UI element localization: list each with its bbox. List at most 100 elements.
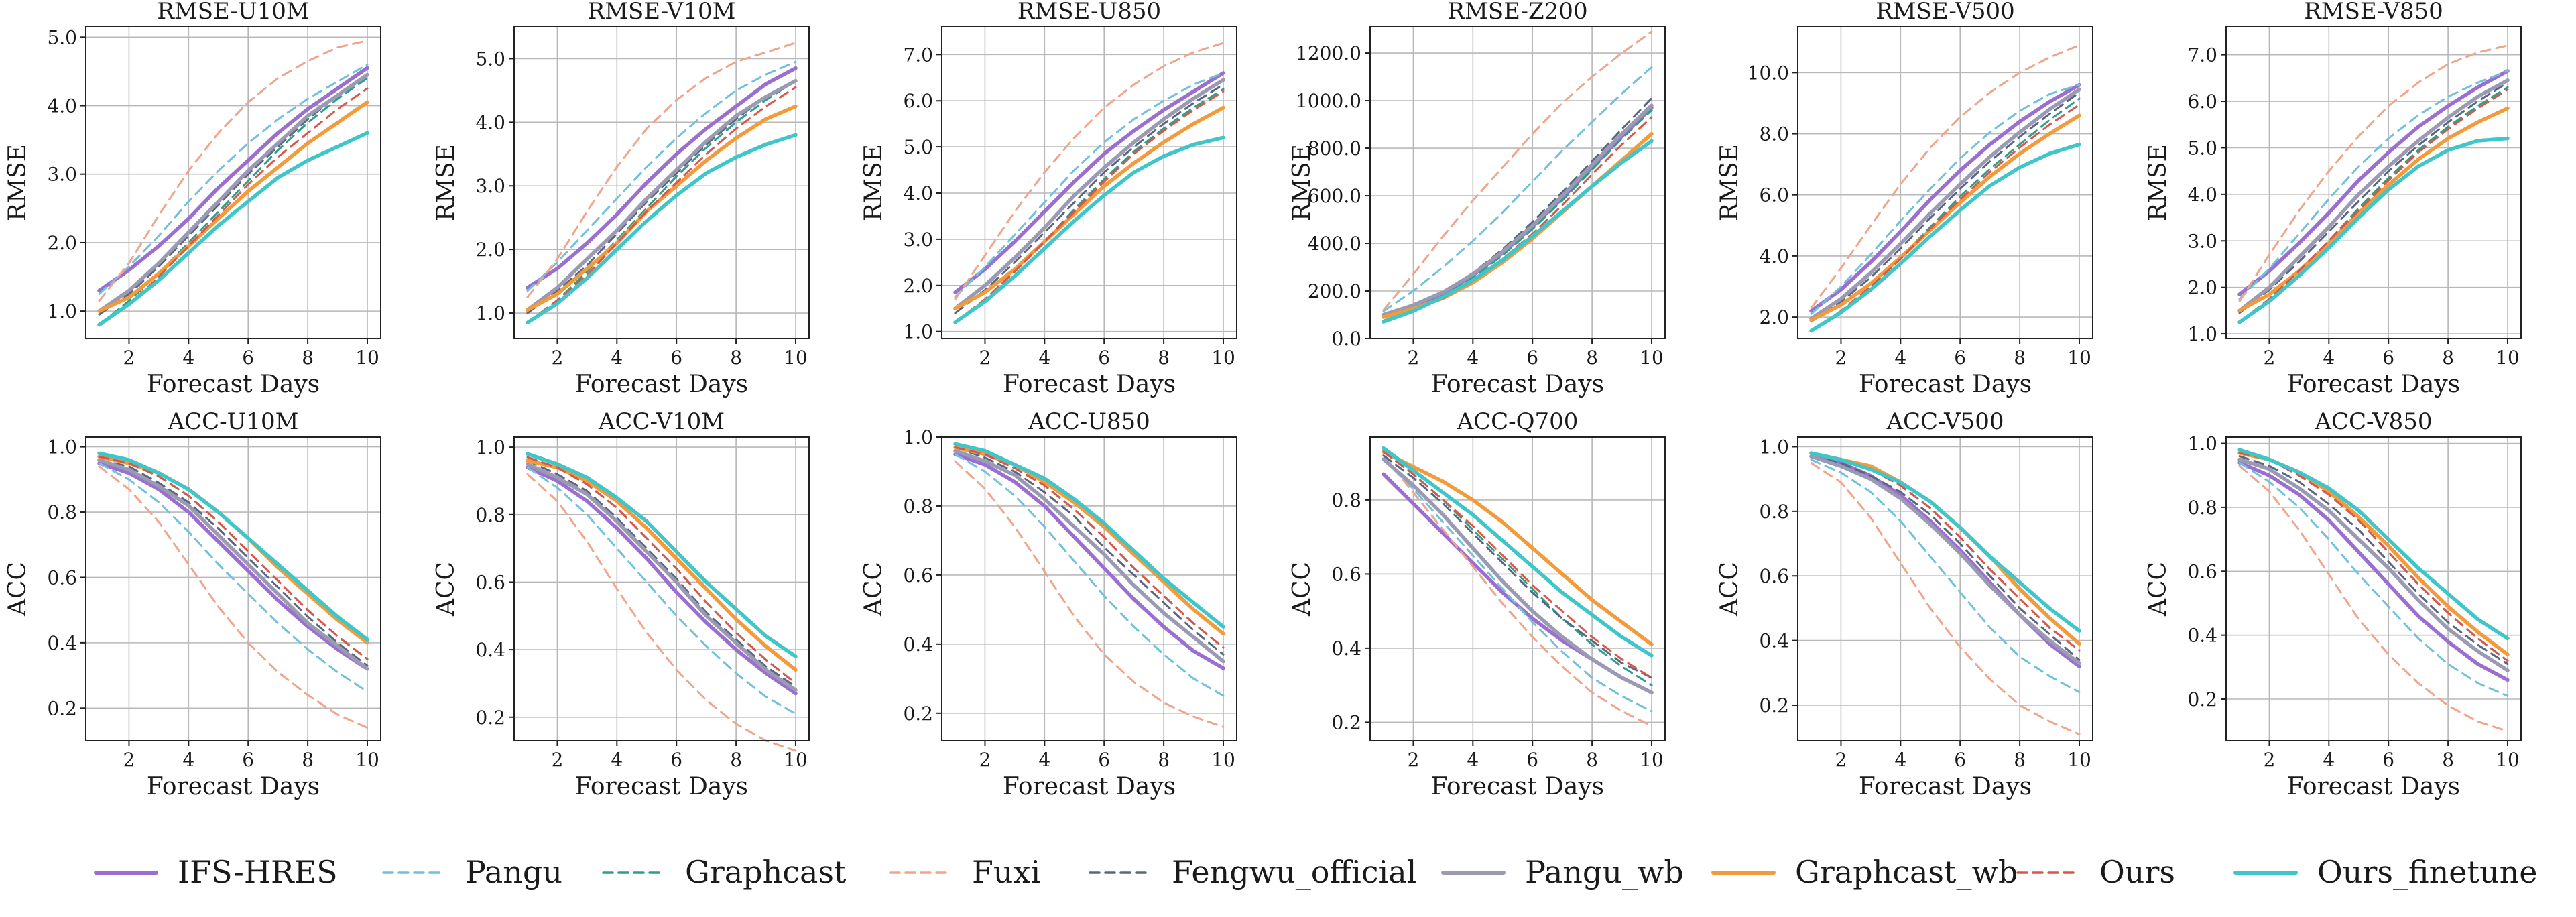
y-tick-label: 1.0 xyxy=(475,302,505,324)
plot-frame xyxy=(85,26,381,339)
panel-acc-u10m: 2 4 6 8 10 0.2 0.4 0.6 0.8 1.0 ACC-U10M Forecast Da… xyxy=(4,408,381,800)
series-line-ifs-hres xyxy=(2237,461,2510,682)
x-tick-label: 8 xyxy=(2442,347,2454,369)
y-tick-label: 0.2 xyxy=(1759,694,1789,717)
series-line-ours-finetune xyxy=(97,451,369,641)
series-line-ours-finetune xyxy=(526,452,798,658)
plot-frame xyxy=(1797,26,2093,339)
series-line-graphcast xyxy=(526,80,797,324)
x-tick-label: 10 xyxy=(2067,347,2091,369)
x-tick-label: 10 xyxy=(784,347,808,369)
x-axis-label: Forecast Days xyxy=(575,773,748,800)
legend-item-pangu: Pangu xyxy=(382,854,562,890)
y-tick-label: 0.6 xyxy=(2187,560,2217,583)
y-tick-label: 1.0 xyxy=(2187,433,2217,455)
series-line-ours xyxy=(954,446,1225,649)
x-tick-label: 6 xyxy=(2382,749,2394,771)
y-tick-label: 800.0 xyxy=(1308,137,1361,160)
x-axis-label: Forecast Days xyxy=(1859,371,2032,398)
y-tick-label: 0.2 xyxy=(1331,711,1361,733)
panel-acc-v500: 2 4 6 8 10 0.2 0.4 0.6 0.8 1.0 ACC-V500 Forecast Da… xyxy=(1716,408,2093,800)
x-axis-label: Forecast Days xyxy=(2287,371,2460,398)
panel-rmse-u10m: 2 4 6 8 10 1.0 2.0 3.0 4.0 5.0 RMSE-U10M Forecast D… xyxy=(4,0,381,398)
series-line-pangu xyxy=(1382,458,1653,713)
series-line-pangu xyxy=(98,63,369,296)
x-tick-label: 8 xyxy=(730,347,742,369)
series-line-fuxi xyxy=(1382,30,1653,311)
legend-label: Ours xyxy=(2099,854,2175,890)
legend-item-ours: Ours xyxy=(2016,854,2175,890)
x-tick-label: 2 xyxy=(1835,749,1847,771)
legend-item-graphcast-wb: Graphcast_wb xyxy=(1711,854,2018,890)
y-tick-label: 6.0 xyxy=(2187,90,2217,113)
legend-item-fuxi: Fuxi xyxy=(889,854,1040,890)
series-line-fuxi xyxy=(2238,465,2509,733)
y-tick-label: 0.4 xyxy=(1331,637,1361,660)
x-tick-label: 4 xyxy=(2323,749,2335,771)
y-tick-label: 2.0 xyxy=(903,275,933,297)
x-tick-label: 4 xyxy=(2323,347,2335,369)
x-axis-label: Forecast Days xyxy=(147,773,320,800)
panel-rmse-v10m: 2 4 6 8 10 1.0 2.0 3.0 4.0 5.0 RMSE-V10M Forecast D… xyxy=(432,0,810,398)
y-tick-label: 0.8 xyxy=(47,501,77,524)
x-tick-label: 8 xyxy=(2014,347,2026,369)
legend-label: Pangu_wb xyxy=(1525,854,1684,890)
x-tick-label: 4 xyxy=(611,749,623,771)
x-tick-label: 4 xyxy=(1467,347,1479,369)
series-line-pangu xyxy=(1810,84,2081,316)
legend-item-ours-finetune: Ours_finetune xyxy=(2233,854,2537,890)
series-line-pangu xyxy=(526,60,797,292)
y-tick-label: 0.8 xyxy=(1759,501,1789,523)
y-axis-label: ACC xyxy=(432,562,460,617)
series-line-ours xyxy=(954,90,1225,324)
y-tick-label: 1.0 xyxy=(475,436,505,458)
x-tick-label: 2 xyxy=(979,749,991,771)
series-line-pangu xyxy=(526,466,797,715)
series-line-fuxi xyxy=(98,465,369,729)
panel-acc-q700: 2 4 6 8 10 0.2 0.4 0.6 0.8 ACC-Q700 Forecast Days A… xyxy=(1288,408,1666,800)
series-line-ours xyxy=(526,86,797,324)
series-line-pangu xyxy=(1810,458,2081,694)
series-line-ours-finetune xyxy=(2237,448,2510,641)
series-line-pangu-wb xyxy=(2237,457,2510,672)
x-tick-label: 2 xyxy=(552,347,564,369)
series-line-graphcast-wb xyxy=(953,105,1225,310)
y-tick-label: 3.0 xyxy=(475,175,505,197)
panel-title: RMSE-U10M xyxy=(157,0,309,25)
panel-rmse-v850: 2 4 6 8 10 1.0 2.0 3.0 4.0 5.0 6.0 7.0 RMSE-V850 Fore… xyxy=(2144,0,2522,398)
y-tick-label: 4.0 xyxy=(2187,184,2217,206)
series-line-graphcast xyxy=(1382,450,1653,686)
x-tick-label: 8 xyxy=(302,347,314,369)
y-tick-label: 1.0 xyxy=(47,436,77,458)
x-tick-label: 6 xyxy=(242,749,254,771)
panel-title: ACC-V10M xyxy=(598,408,725,435)
legend-item-ifs-hres: IFS-HRES xyxy=(94,854,338,890)
panel-title: ACC-Q700 xyxy=(1457,408,1579,435)
series-line-graphcast xyxy=(1810,452,2081,652)
x-tick-label: 10 xyxy=(1211,347,1235,369)
panel-title: RMSE-V850 xyxy=(2304,0,2443,25)
y-tick-label: 8.0 xyxy=(1759,123,1789,145)
series-line-graphcast xyxy=(1382,109,1653,322)
x-tick-label: 2 xyxy=(1408,347,1420,369)
series-line-ours-finetune xyxy=(526,133,798,325)
x-tick-label: 10 xyxy=(1640,347,1664,369)
y-axis-label: RMSE xyxy=(2144,144,2172,221)
series-line-graphcast-wb xyxy=(97,100,369,313)
series-line-fuxi xyxy=(954,460,1225,728)
x-axis-label: Forecast Days xyxy=(1431,371,1604,398)
y-tick-label: 2.0 xyxy=(475,239,505,261)
y-axis-label: RMSE xyxy=(4,144,32,221)
series-line-ours-finetune xyxy=(2237,136,2510,324)
y-tick-label: 10.0 xyxy=(1747,62,1789,84)
x-axis-label: Forecast Days xyxy=(1003,371,1176,398)
y-tick-label: 1200.0 xyxy=(1296,42,1361,64)
series-line-graphcast-wb xyxy=(526,458,798,672)
x-axis-label: Forecast Days xyxy=(1859,773,2032,800)
legend-label: Pangu xyxy=(465,854,562,890)
series-line-ifs-hres xyxy=(97,66,369,293)
y-tick-label: 1.0 xyxy=(2187,323,2217,345)
y-tick-label: 2.0 xyxy=(2187,277,2217,299)
legend-label: Fengwu_official xyxy=(1172,854,1416,890)
series-line-fengwu-official xyxy=(1382,454,1653,679)
